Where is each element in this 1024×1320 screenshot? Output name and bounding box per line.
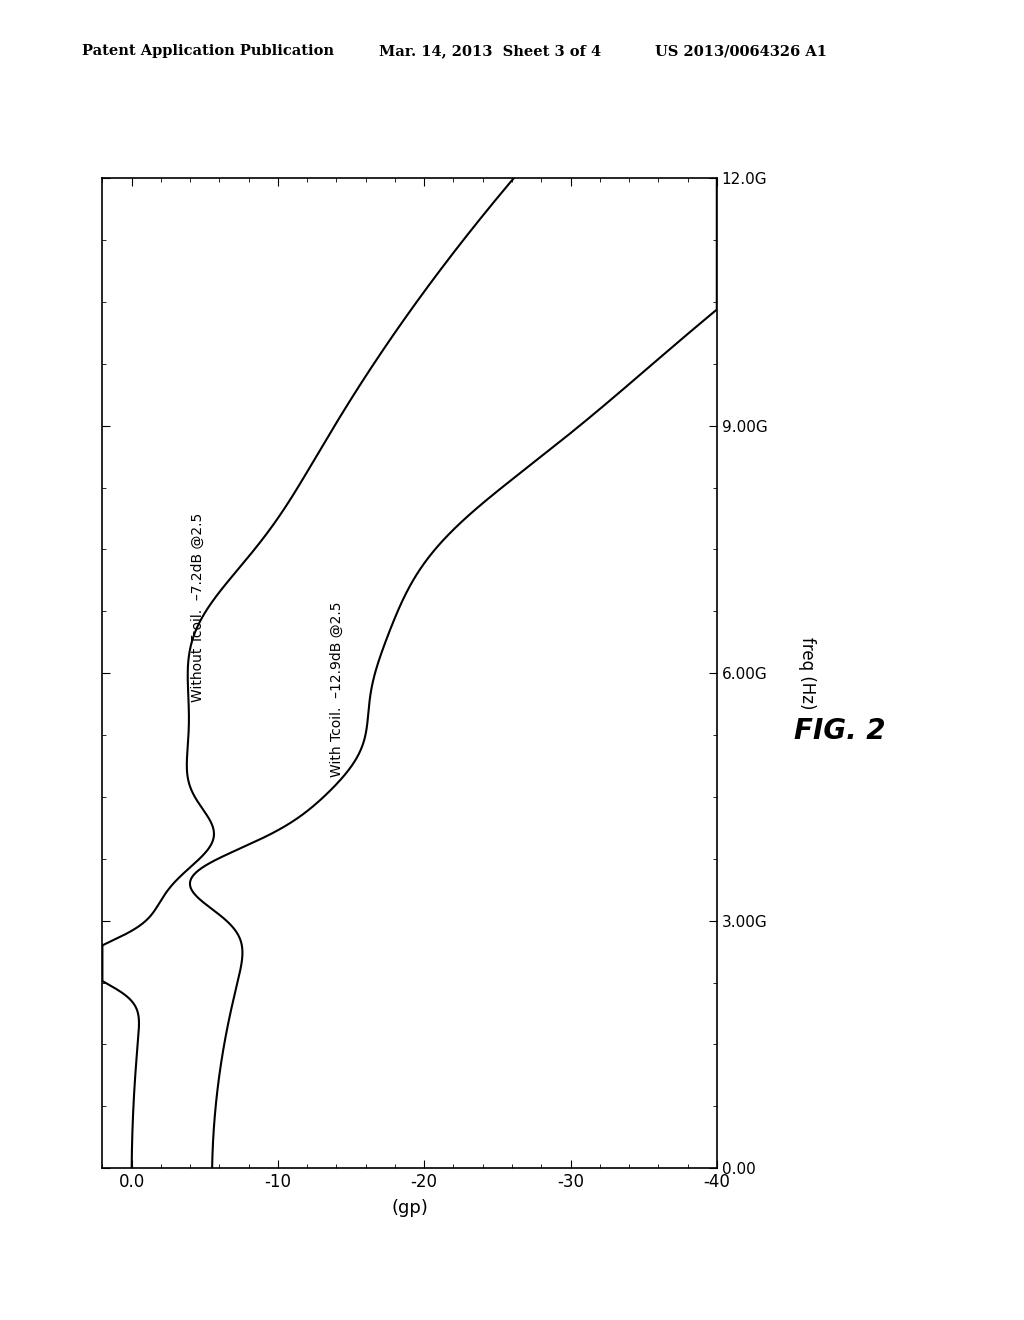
Y-axis label: freq (Hz): freq (Hz): [798, 638, 816, 709]
Text: Mar. 14, 2013  Sheet 3 of 4: Mar. 14, 2013 Sheet 3 of 4: [379, 45, 601, 58]
Text: With Tcoil.  –12.9dB @2.5: With Tcoil. –12.9dB @2.5: [330, 602, 343, 777]
Text: FIG. 2: FIG. 2: [794, 717, 885, 746]
Text: Without Tcoil.  –7.2dB @2.5: Without Tcoil. –7.2dB @2.5: [190, 512, 205, 702]
Text: Patent Application Publication: Patent Application Publication: [82, 45, 334, 58]
X-axis label: (gp): (gp): [391, 1200, 428, 1217]
Text: US 2013/0064326 A1: US 2013/0064326 A1: [655, 45, 827, 58]
